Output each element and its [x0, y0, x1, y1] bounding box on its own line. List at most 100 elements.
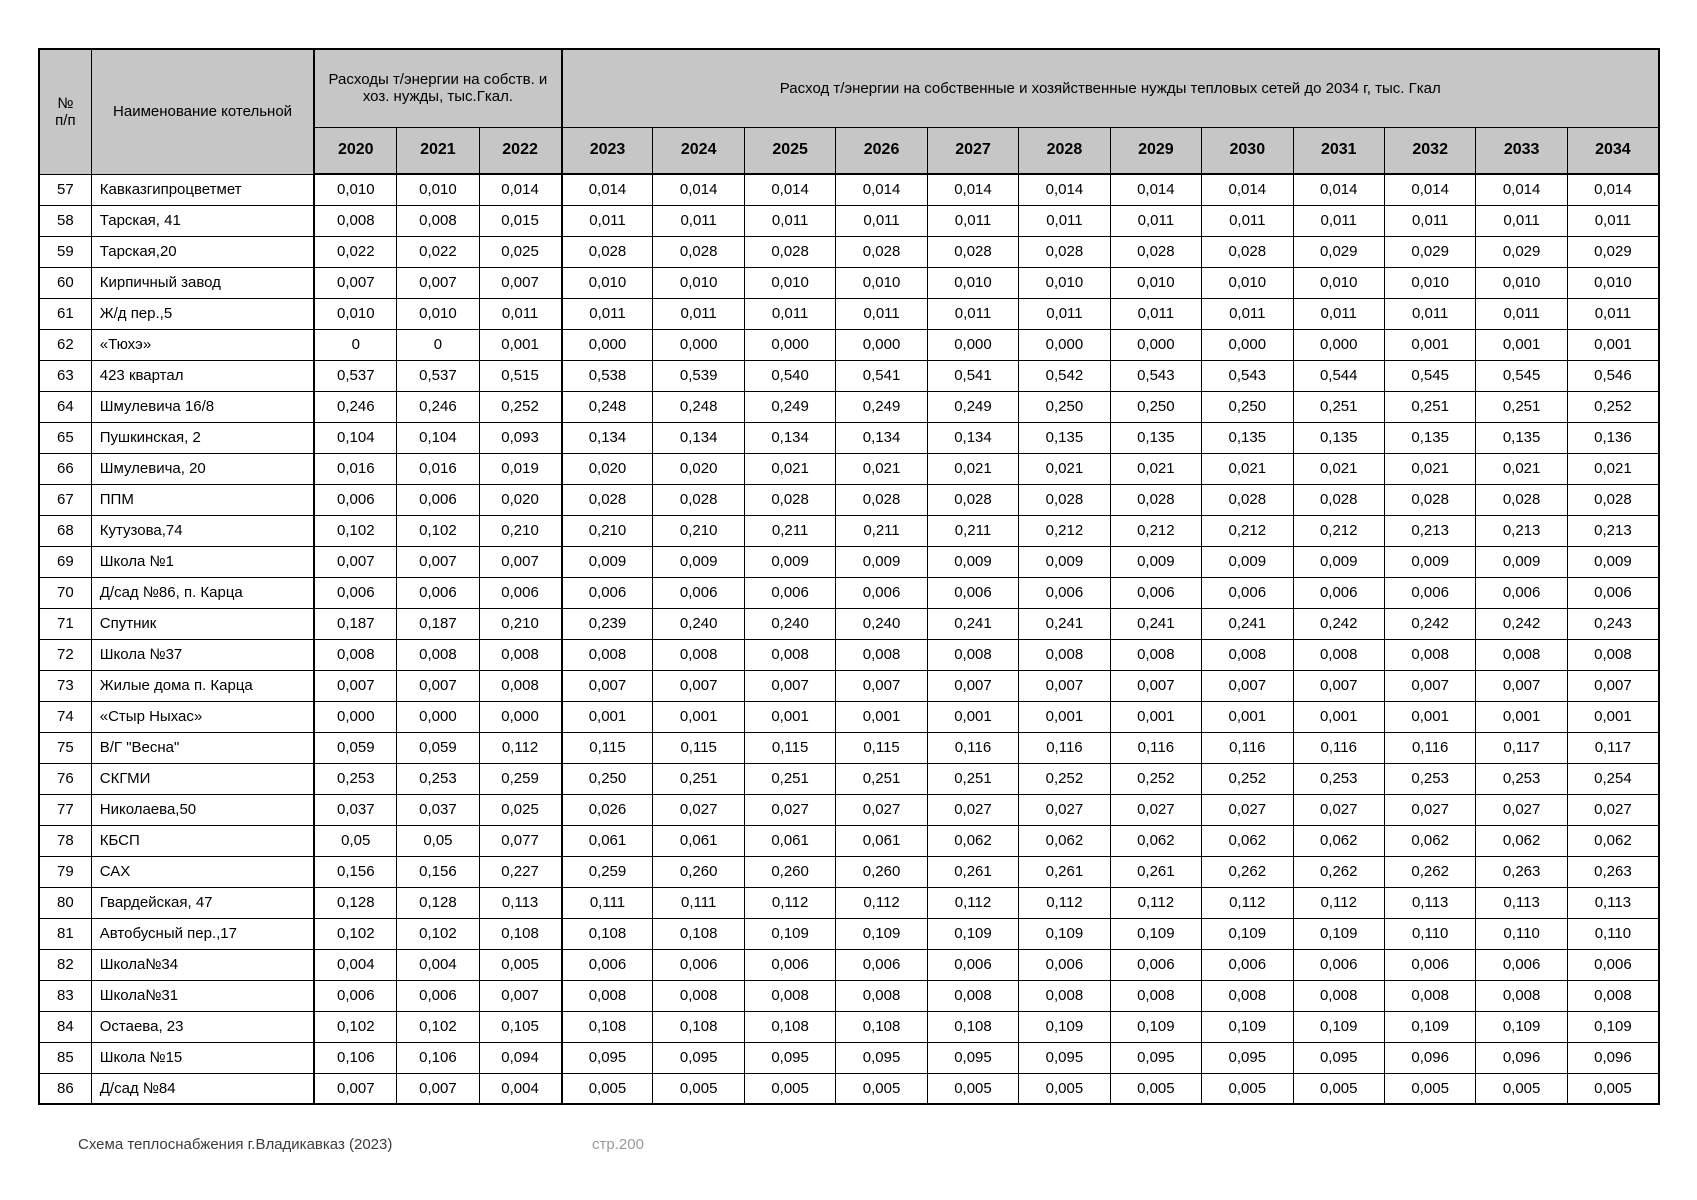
year-header-2032: 2032 — [1383, 126, 1477, 175]
value-cell-2028: 0,009 — [1018, 545, 1111, 578]
value-cell-2025: 0,006 — [743, 948, 837, 981]
value-cell-2030: 0,008 — [1201, 979, 1294, 1012]
value-cell-2034: 0,546 — [1566, 359, 1660, 392]
row-number: 63 — [38, 359, 92, 392]
value-cell-2028: 0,261 — [1018, 855, 1111, 888]
value-cell-2025: 0,134 — [743, 421, 837, 454]
value-cell-2026: 0,061 — [835, 824, 928, 857]
value-cell-2029: 0,005 — [1109, 1072, 1203, 1105]
value-cell-2024: 0,095 — [652, 1041, 745, 1074]
row-number: 59 — [38, 235, 92, 268]
value-cell-2024: 0,028 — [652, 235, 745, 268]
value-cell-2030: 0,135 — [1201, 421, 1294, 454]
value-cell-2034: 0,136 — [1566, 421, 1660, 454]
value-cell-2030: 0,006 — [1201, 948, 1294, 981]
year-header-2026: 2026 — [835, 126, 928, 175]
value-cell-2025: 0,009 — [743, 545, 837, 578]
value-cell-2027: 0,112 — [926, 886, 1020, 919]
value-cell-2034: 0,014 — [1566, 173, 1660, 206]
value-cell-2024: 0,014 — [652, 173, 745, 206]
row-number: 86 — [38, 1072, 92, 1105]
value-cell-2029: 0,543 — [1109, 359, 1203, 392]
value-cell-2033: 0,028 — [1475, 483, 1568, 516]
table-row: 64 Шмулевича 16/8 0,246 0,246 0,252 0,248 0,24… — [38, 390, 1660, 423]
value-cell-2022: 0,108 — [478, 917, 563, 950]
value-cell-2033: 0,109 — [1475, 1010, 1568, 1043]
value-cell-2024: 0,111 — [652, 886, 745, 919]
value-cell-2026: 0,240 — [835, 607, 928, 640]
value-cell-2031: 0,006 — [1292, 948, 1385, 981]
value-cell-2023: 0,010 — [560, 266, 654, 299]
value-cell-2025: 0,115 — [743, 731, 837, 764]
value-cell-2033: 0,117 — [1475, 731, 1568, 764]
value-cell-2028: 0,212 — [1018, 514, 1111, 547]
table-row: 69 Школа №1 0,007 0,007 0,007 0,009 0,009 0,009… — [38, 545, 1660, 578]
value-cell-2034: 0,110 — [1566, 917, 1660, 950]
value-cell-2030: 0,008 — [1201, 638, 1294, 671]
value-cell-2024: 0,008 — [652, 638, 745, 671]
value-cell-2023: 0,108 — [560, 1010, 654, 1043]
value-cell-2030: 0,116 — [1201, 731, 1294, 764]
value-cell-2031: 0,112 — [1292, 886, 1385, 919]
value-cell-2034: 0,109 — [1566, 1010, 1660, 1043]
value-cell-2027: 0,028 — [926, 483, 1020, 516]
value-cell-2033: 0,010 — [1475, 266, 1568, 299]
value-cell-2031: 0,109 — [1292, 917, 1385, 950]
boiler-name: Школа №1 — [90, 545, 315, 578]
boiler-name: Тарская,20 — [90, 235, 315, 268]
value-cell-2031: 0,116 — [1292, 731, 1385, 764]
table-row: 68 Кутузова,74 0,102 0,102 0,210 0,210 0,210 0,… — [38, 514, 1660, 547]
value-cell-2020: 0,007 — [313, 266, 398, 299]
value-cell-2033: 0,021 — [1475, 452, 1568, 485]
value-cell-2021: 0,059 — [396, 731, 480, 764]
boiler-name: Шмулевича 16/8 — [90, 390, 315, 423]
value-cell-2032: 0,135 — [1383, 421, 1477, 454]
row-number: 80 — [38, 886, 92, 919]
year-header-2033: 2033 — [1475, 126, 1568, 175]
value-cell-2029: 0,010 — [1109, 266, 1203, 299]
boiler-name: Спутник — [90, 607, 315, 640]
value-cell-2021: 0,05 — [396, 824, 480, 857]
value-cell-2020: 0,007 — [313, 545, 398, 578]
value-cell-2034: 0,213 — [1566, 514, 1660, 547]
value-cell-2025: 0,027 — [743, 793, 837, 826]
value-cell-2034: 0,028 — [1566, 483, 1660, 516]
value-cell-2023: 0,000 — [560, 328, 654, 361]
value-cell-2031: 0,109 — [1292, 1010, 1385, 1043]
value-cell-2021: 0,004 — [396, 948, 480, 981]
value-cell-2024: 0,006 — [652, 948, 745, 981]
table-row: 67 ППМ 0,006 0,006 0,020 0,028 0,028 0,028 0,028… — [38, 483, 1660, 516]
value-cell-2021: 0,022 — [396, 235, 480, 268]
value-cell-2027: 0,062 — [926, 824, 1020, 857]
value-cell-2028: 0,014 — [1018, 173, 1111, 206]
value-cell-2024: 0,006 — [652, 576, 745, 609]
value-cell-2026: 0,009 — [835, 545, 928, 578]
value-cell-2023: 0,005 — [560, 1072, 654, 1105]
value-cell-2023: 0,020 — [560, 452, 654, 485]
value-cell-2030: 0,241 — [1201, 607, 1294, 640]
value-cell-2024: 0,108 — [652, 917, 745, 950]
value-cell-2026: 0,115 — [835, 731, 928, 764]
value-cell-2025: 0,095 — [743, 1041, 837, 1074]
value-cell-2020: 0,007 — [313, 1072, 398, 1105]
value-cell-2021: 0,037 — [396, 793, 480, 826]
value-cell-2025: 0,007 — [743, 669, 837, 702]
value-cell-2026: 0,541 — [835, 359, 928, 392]
value-cell-2031: 0,011 — [1292, 297, 1385, 330]
value-cell-2033: 0,008 — [1475, 638, 1568, 671]
year-header-2031: 2031 — [1292, 126, 1385, 175]
value-cell-2030: 0,005 — [1201, 1072, 1294, 1105]
value-cell-2028: 0,011 — [1018, 204, 1111, 237]
value-cell-2028: 0,252 — [1018, 762, 1111, 795]
value-cell-2025: 0,011 — [743, 297, 837, 330]
value-cell-2029: 0,007 — [1109, 669, 1203, 702]
footer-document-title: Схема теплоснабжения г.Владикавказ (2023… — [78, 1136, 393, 1153]
value-cell-2032: 0,011 — [1383, 297, 1477, 330]
table-row: 63 423 квартал 0,537 0,537 0,515 0,538 0,539 0,… — [38, 359, 1660, 392]
value-cell-2020: 0,187 — [313, 607, 398, 640]
value-cell-2021: 0,008 — [396, 204, 480, 237]
value-cell-2021: 0,537 — [396, 359, 480, 392]
value-cell-2020: 0,246 — [313, 390, 398, 423]
value-cell-2028: 0,109 — [1018, 917, 1111, 950]
value-cell-2029: 0,011 — [1109, 204, 1203, 237]
